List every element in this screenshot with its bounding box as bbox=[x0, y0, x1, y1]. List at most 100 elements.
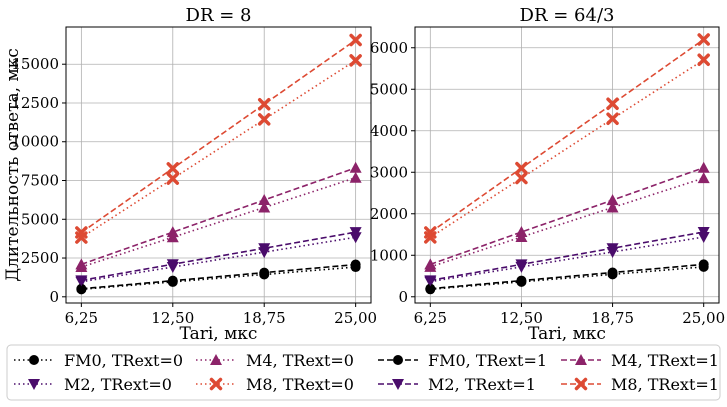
data-point bbox=[697, 161, 710, 173]
data-point bbox=[606, 201, 619, 213]
data-point bbox=[424, 226, 437, 239]
legend-entry-5: M2, TRext=1 bbox=[378, 375, 536, 394]
chart-title: DR = 8 bbox=[186, 5, 252, 26]
x-tick-label: 18,75 bbox=[591, 309, 634, 327]
data-point bbox=[607, 267, 618, 278]
series-line-6 bbox=[81, 167, 356, 266]
data-point bbox=[349, 54, 362, 67]
data-point bbox=[424, 258, 437, 270]
plot-frame bbox=[65, 26, 372, 304]
legend-marker bbox=[392, 379, 404, 390]
y-axis-label: Длительность ответа, мкс bbox=[3, 48, 23, 282]
legend-label: M8, TRext=0 bbox=[246, 375, 354, 394]
data-point bbox=[258, 194, 271, 206]
legend-marker bbox=[393, 355, 403, 365]
data-point bbox=[515, 226, 528, 238]
legend-entry-2: M4, TRext=0 bbox=[196, 351, 354, 370]
data-point bbox=[257, 113, 271, 126]
legend-label: M2, TRext=1 bbox=[428, 375, 536, 394]
data-point bbox=[166, 226, 179, 238]
legend-marker bbox=[574, 377, 588, 391]
y-tick-label: 7500 bbox=[21, 172, 59, 190]
series-line-7 bbox=[429, 38, 705, 234]
x-tick-label: 6,25 bbox=[414, 309, 447, 327]
data-point bbox=[697, 33, 710, 46]
data-point bbox=[515, 259, 528, 271]
legend-box bbox=[6, 344, 721, 401]
x-tick-label: 6,25 bbox=[65, 309, 98, 327]
data-point bbox=[515, 171, 528, 185]
series-line-5 bbox=[81, 231, 356, 282]
series-line-1 bbox=[81, 236, 356, 283]
data-point bbox=[606, 97, 619, 111]
y-tick-label: 10000 bbox=[11, 133, 59, 151]
data-point bbox=[76, 283, 87, 294]
legend-entry-4: FM0, TRext=1 bbox=[378, 351, 547, 370]
plot-frame bbox=[414, 26, 720, 304]
y-tick-label: 0 bbox=[398, 288, 408, 306]
series-line-2 bbox=[81, 176, 356, 268]
data-point bbox=[75, 226, 88, 239]
data-point bbox=[349, 33, 362, 47]
data-point bbox=[350, 259, 361, 270]
y-tick-label: 12500 bbox=[11, 94, 59, 112]
series-line-4 bbox=[430, 263, 704, 290]
legend-marker bbox=[575, 354, 587, 365]
x-tick-label: 18,75 bbox=[243, 309, 286, 327]
data-point bbox=[425, 283, 436, 294]
legend-entry-6: M4, TRext=1 bbox=[561, 351, 719, 370]
data-point bbox=[606, 243, 619, 255]
y-tick-label: 1000 bbox=[370, 246, 408, 264]
data-point bbox=[349, 171, 362, 183]
data-point bbox=[698, 259, 709, 270]
data-point bbox=[166, 162, 180, 175]
chart-title: DR = 64/3 bbox=[520, 5, 615, 26]
legend-entry-1: M2, TRext=0 bbox=[14, 375, 172, 394]
data-point bbox=[259, 267, 270, 278]
legend-label: M4, TRext=0 bbox=[246, 351, 354, 370]
data-point bbox=[166, 172, 180, 185]
y-tick-label: 0 bbox=[49, 288, 59, 306]
chart-panel-dr8: 6,25 12,50 18,75 25,00 0 2500 5000 7500 10000 125… bbox=[3, 5, 377, 344]
legend-label: M8, TRext=1 bbox=[611, 375, 719, 394]
series-line-3 bbox=[429, 59, 705, 239]
series-line-5 bbox=[430, 231, 704, 282]
y-tick-label: 5000 bbox=[370, 80, 408, 98]
data-point bbox=[424, 275, 437, 287]
legend: FM0, TRext=0 M2, TRext=0 M4, TRext=0 M8, TR… bbox=[6, 344, 721, 401]
data-point bbox=[166, 259, 179, 271]
x-axis-label: Tari, мкс bbox=[528, 324, 606, 344]
data-point bbox=[167, 275, 178, 286]
y-tick-label: 2500 bbox=[21, 249, 59, 267]
y-tick-label: 2000 bbox=[370, 205, 408, 223]
data-point bbox=[349, 227, 362, 239]
x-tick-label: 12,50 bbox=[151, 309, 194, 327]
series-line-4 bbox=[81, 263, 356, 290]
data-point bbox=[258, 243, 271, 255]
legend-marker bbox=[29, 355, 39, 365]
legend-marker bbox=[28, 379, 40, 390]
y-tick-label: 5000 bbox=[21, 210, 59, 228]
data-point bbox=[606, 112, 619, 125]
data-point bbox=[257, 97, 271, 111]
data-point bbox=[515, 161, 528, 175]
chart-panel-dr64-3: 6,25 12,50 18,75 25,00 0 1000 2000 3000 4000 5000… bbox=[370, 5, 725, 344]
series-line-7 bbox=[80, 39, 357, 234]
legend-marker bbox=[209, 377, 223, 391]
data-point bbox=[75, 258, 88, 270]
data-point bbox=[258, 201, 271, 213]
x-axis-label: Tari, мкс bbox=[180, 324, 258, 344]
data-point bbox=[697, 53, 710, 67]
legend-label: FM0, TRext=0 bbox=[64, 351, 183, 370]
data-point bbox=[349, 161, 362, 173]
legend-label: FM0, TRext=1 bbox=[428, 351, 547, 370]
legend-entry-7: M8, TRext=1 bbox=[561, 375, 719, 394]
y-tick-label: 15000 bbox=[11, 55, 59, 73]
series-line-0 bbox=[430, 266, 704, 291]
data-point bbox=[697, 227, 710, 239]
data-point bbox=[75, 275, 88, 287]
data-point bbox=[697, 172, 710, 184]
x-tick-label: 25,00 bbox=[682, 309, 725, 327]
x-tick-label: 12,50 bbox=[500, 309, 543, 327]
